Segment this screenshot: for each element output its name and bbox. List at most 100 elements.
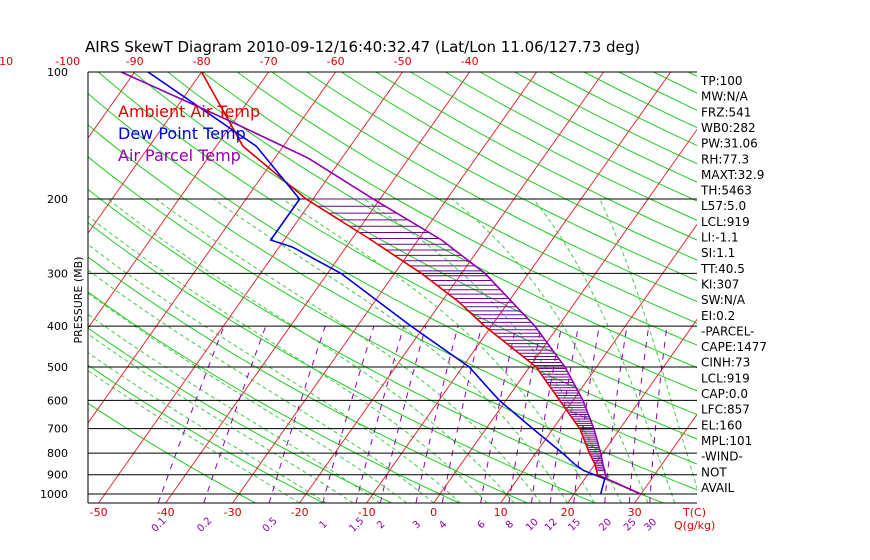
isotherm-line [299,72,605,503]
stat-entry: EI:0.2 [701,309,735,323]
moist-adiabat-line [88,269,434,503]
top-temp-tick-label: -110 [0,55,13,68]
stat-entry: LFC:857 [701,403,750,417]
pressure-tick-label: 800 [47,447,68,460]
isotherm-line [500,223,697,503]
stat-entry: CINH:73 [701,356,750,370]
mixing-ratio-line [531,326,563,503]
moist-adiabat-line [88,215,488,503]
stat-entry: WB0:282 [701,121,756,135]
moist-adiabat-line [107,198,515,503]
stat-entry: SW:N/A [701,293,746,307]
stat-entry: L57:5.0 [701,199,746,213]
mixing-ratio-line [415,325,459,503]
isotherm-line [366,72,672,503]
isotherm-line [567,318,697,503]
isotherm-line [88,72,337,424]
pressure-tick-label: 600 [47,394,68,407]
pressure-tick-label: 700 [47,423,68,436]
dry-adiabat-line [88,402,256,503]
mixing-ratio-line [379,325,427,503]
mixing-ratio-line [604,326,628,503]
isotherm-line [433,128,697,503]
dry-adiabat-line [88,222,596,503]
temp-unit-label: T(C) [682,506,706,519]
pressure-tick-label: 300 [47,267,68,280]
moist-adiabat-line [451,198,649,503]
bottom-temp-tick-label: -40 [157,506,175,519]
dry-adiabat-line [167,72,697,369]
stat-entry: SI:1.1 [701,246,735,260]
moist-adiabat-line [213,198,569,503]
y-axis-label: PRESSURE (MB) [72,257,85,344]
stat-entry: TP:100 [700,74,743,88]
stat-entry: LCL:919 [701,371,750,385]
top-temp-tick-label: -100 [55,55,80,68]
pressure-tick-label: 400 [47,320,68,333]
isotherm-line [88,72,203,234]
dry-adiabat-line [271,72,697,303]
moist-adiabat-line [282,198,595,503]
air-parcel-temp-line [120,72,642,495]
bottom-temp-tick-label: 20 [561,506,575,519]
moist-adiabat-line [88,352,327,503]
stat-entry: PW:31.06 [701,137,758,151]
bottom-temp-tick-label: 0 [430,506,437,519]
stat-entry: -PARCEL- [701,324,755,338]
stat-entry: TH:5463 [700,184,752,198]
dry-adiabat-line [88,327,392,503]
top-temp-tick-label: -90 [126,55,144,68]
mixing-ratio-unit-label: Q(g/kg) [674,519,715,532]
stat-entry: MAXT:32.9 [701,168,764,182]
ambient-air-temp-line [200,72,642,495]
dew-point-temp-line [147,72,606,495]
stat-entry: KI:307 [701,277,739,291]
stat-entry: AVAIL [701,481,735,495]
mixing-ratio-line [573,326,600,503]
mixing-ratio-line [628,326,650,503]
mixing-ratio-line [649,326,668,503]
stat-entry: LCL:919 [701,215,750,229]
mixing-ratio-line [480,325,517,503]
stat-entry: LI:-1.1 [701,231,739,245]
pressure-tick-label: 1000 [40,488,68,501]
dry-adiabat-line [306,72,697,282]
pressure-tick-label: 100 [47,66,68,79]
legend-air-parcel-temp: Air Parcel Temp [118,146,241,165]
top-temp-tick-label: -50 [394,55,412,68]
bottom-temp-tick-label: -20 [291,506,309,519]
mixing-ratio-line [355,325,405,503]
isotherm-line [165,72,471,503]
moist-adiabat-line [533,198,676,503]
moist-adiabat-line [599,198,697,490]
pressure-tick-label: 500 [47,361,68,374]
isotherm-line [232,72,538,503]
isotherm-line [88,72,270,329]
stat-entry: CAPE:1477 [701,340,767,354]
moist-adiabat-line [88,333,354,503]
bottom-temp-tick-label: -10 [358,506,376,519]
mixing-ratio-line [508,325,542,503]
stat-entry: FRZ:541 [701,105,751,119]
dry-adiabat-line [88,124,697,465]
stat-entry: TT:40.5 [700,262,745,276]
mixing-ratio-line [549,326,579,503]
moist-adiabat-line [155,198,542,503]
dry-adiabat-line [88,256,528,503]
pressure-tick-label: 900 [47,469,68,482]
dry-adiabat-line [88,364,324,503]
isotherm-line [634,413,697,503]
bottom-temp-tick-label: -30 [224,506,242,519]
moist-adiabat-line [88,369,300,503]
stat-entry: -WIND- [701,450,743,464]
dry-adiabat-line [132,72,697,392]
chart-title: AIRS SkewT Diagram 2010-09-12/16:40:32.4… [85,38,640,56]
legend-ambient-air-temp: Ambient Air Temp [118,102,260,121]
dry-adiabat-line [88,92,697,440]
bottom-temp-tick-label: 30 [628,506,642,519]
top-temp-tick-label: -40 [461,55,479,68]
isotherm-line [98,72,404,503]
stat-entry: MW:N/A [701,90,749,104]
stat-entry: CAP:0.0 [701,387,748,401]
